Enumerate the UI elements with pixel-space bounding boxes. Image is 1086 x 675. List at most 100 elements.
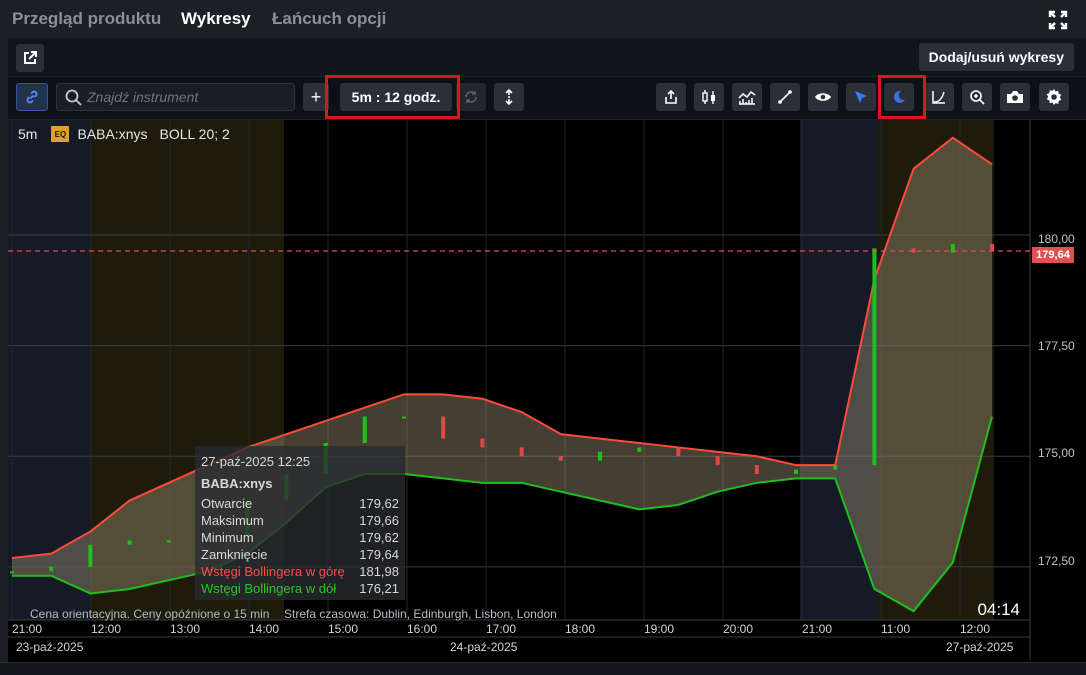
- share-button[interactable]: [656, 83, 686, 111]
- instrument-search[interactable]: [56, 83, 295, 111]
- legend-badge: EQ: [51, 126, 70, 142]
- chart-type-button[interactable]: [694, 83, 724, 111]
- candle: [676, 447, 681, 457]
- candle: [480, 438, 485, 448]
- bottom-bar: [0, 662, 1086, 675]
- candle: [10, 571, 14, 574]
- data-tooltip: 27-paź-2025 12:25 BABA:xnys Otwarcie 179,…: [195, 446, 405, 600]
- bollinger-upper-line: [11, 136, 993, 560]
- x-tick-label: 15:00: [328, 622, 359, 636]
- trendline-icon: [778, 90, 792, 104]
- expand-icon[interactable]: [1048, 10, 1068, 30]
- legend-symbol: BABA:xnys: [77, 126, 148, 142]
- x-tick-label: 21:00: [12, 622, 43, 636]
- legend-interval: 5m: [18, 126, 38, 142]
- x-tick-label: 16:00: [407, 622, 438, 636]
- top-tabs: Przegląd produktu Wykresy Łańcuch opcji: [0, 0, 1086, 38]
- camera-icon: [1007, 91, 1023, 103]
- dark-mode-button[interactable]: [884, 83, 914, 111]
- legend-indicator[interactable]: BOLL 20; 2: [159, 126, 230, 142]
- gear-icon: [1046, 89, 1062, 105]
- vertical-arrows-button[interactable]: [494, 83, 524, 111]
- price-chart[interactable]: 5m EQ BABA:xnys BOLL 20; 2 179,64 27-paź…: [8, 120, 1086, 662]
- y-tick-label: 177,50: [1038, 339, 1075, 353]
- tooltip-symbol: BABA:xnys: [201, 476, 273, 491]
- date-label: 24-paź-2025: [450, 640, 518, 654]
- candle: [88, 544, 93, 567]
- date-label: 23-paź-2025: [16, 640, 84, 654]
- candle: [362, 416, 367, 444]
- refresh-button[interactable]: [456, 83, 486, 111]
- candle: [990, 243, 994, 251]
- indicators-icon: [738, 90, 756, 105]
- interval-selector[interactable]: 5m : 12 godz.: [340, 83, 452, 111]
- settings-button[interactable]: [1039, 83, 1069, 111]
- visibility-button[interactable]: [808, 83, 838, 111]
- x-tick-label: 20:00: [723, 622, 754, 636]
- candle: [127, 540, 132, 545]
- candle: [833, 465, 838, 470]
- open-external-button[interactable]: [16, 44, 44, 72]
- cursor-icon: [855, 91, 867, 103]
- tab-product-overview[interactable]: Przegląd produktu: [12, 9, 162, 28]
- x-tick-label: 21:00: [802, 622, 833, 636]
- y-tick-label: 175,00: [1038, 446, 1075, 460]
- clock: 04:14: [977, 600, 1020, 619]
- x-tick-label: 17:00: [486, 622, 517, 636]
- candle: [49, 566, 54, 572]
- screenshot-button[interactable]: [1000, 83, 1030, 111]
- candle: [402, 416, 406, 419]
- chart-canvas[interactable]: [8, 120, 1086, 662]
- date-label: 27-paź-2025: [946, 640, 1014, 654]
- candle: [911, 248, 916, 253]
- share-icon: [665, 89, 677, 104]
- y-tick-label: 172,50: [1038, 554, 1075, 568]
- y-tick-label: 180,00: [1038, 232, 1075, 246]
- tooltip-row: Maksimum 179,66: [201, 513, 399, 528]
- curve-icon: [932, 91, 945, 104]
- candle: [637, 447, 642, 452]
- candle: [754, 465, 759, 474]
- candle: [519, 447, 524, 457]
- zoom-icon: [970, 90, 985, 105]
- search-icon: [65, 89, 82, 106]
- tooltip-row: Wstęgi Bollingera w dół 176,21: [201, 581, 399, 596]
- candles-icon: [702, 90, 715, 104]
- candle: [598, 451, 602, 461]
- candle: [441, 416, 446, 439]
- eye-icon: [815, 93, 831, 101]
- tooltip-row: Minimum 179,62: [201, 530, 399, 545]
- refresh-icon: [465, 91, 477, 103]
- candle: [950, 243, 955, 253]
- session-shade: [878, 120, 994, 620]
- cursor-button[interactable]: [846, 83, 876, 111]
- tooltip-row: Otwarcie 179,62: [201, 496, 399, 511]
- candle: [715, 456, 720, 466]
- highlight-dark-mode: [878, 75, 926, 119]
- timezone-note: Strefa czasowa: Dublin, Edinburgh, Lisbo…: [284, 607, 557, 621]
- search-input[interactable]: [87, 87, 287, 107]
- candle: [794, 469, 798, 474]
- session-shade: [800, 120, 878, 620]
- last-price-label: 179,64: [1032, 247, 1074, 263]
- candle: [872, 248, 877, 466]
- moon-icon: [893, 90, 905, 103]
- vertical-arrows-icon: [505, 89, 513, 105]
- tab-option-chain[interactable]: Łańcuch opcji: [272, 9, 387, 28]
- add-instrument-button[interactable]: +: [303, 83, 329, 111]
- tab-charts[interactable]: Wykresy: [181, 9, 251, 28]
- x-tick-label: 14:00: [249, 622, 280, 636]
- delay-note: Cena orientacyjna. Ceny opóźnione o 15 m…: [30, 607, 270, 621]
- add-remove-charts-button[interactable]: Dodaj/usuń wykresy: [918, 43, 1074, 71]
- x-tick-label: 12:00: [91, 622, 122, 636]
- curve-button[interactable]: [924, 83, 954, 111]
- link-button[interactable]: [16, 83, 48, 111]
- chart-toolbar: + 5m : 12 godz.: [8, 76, 1086, 120]
- x-tick-label: 19:00: [644, 622, 675, 636]
- indicators-button[interactable]: [732, 83, 762, 111]
- chart-legend: 5m EQ BABA:xnys BOLL 20; 2: [18, 126, 230, 142]
- trendline-button[interactable]: [770, 83, 800, 111]
- zoom-button[interactable]: [962, 83, 992, 111]
- tooltip-row: Zamknięcie 179,64: [201, 547, 399, 562]
- highlight-interval: [325, 75, 460, 119]
